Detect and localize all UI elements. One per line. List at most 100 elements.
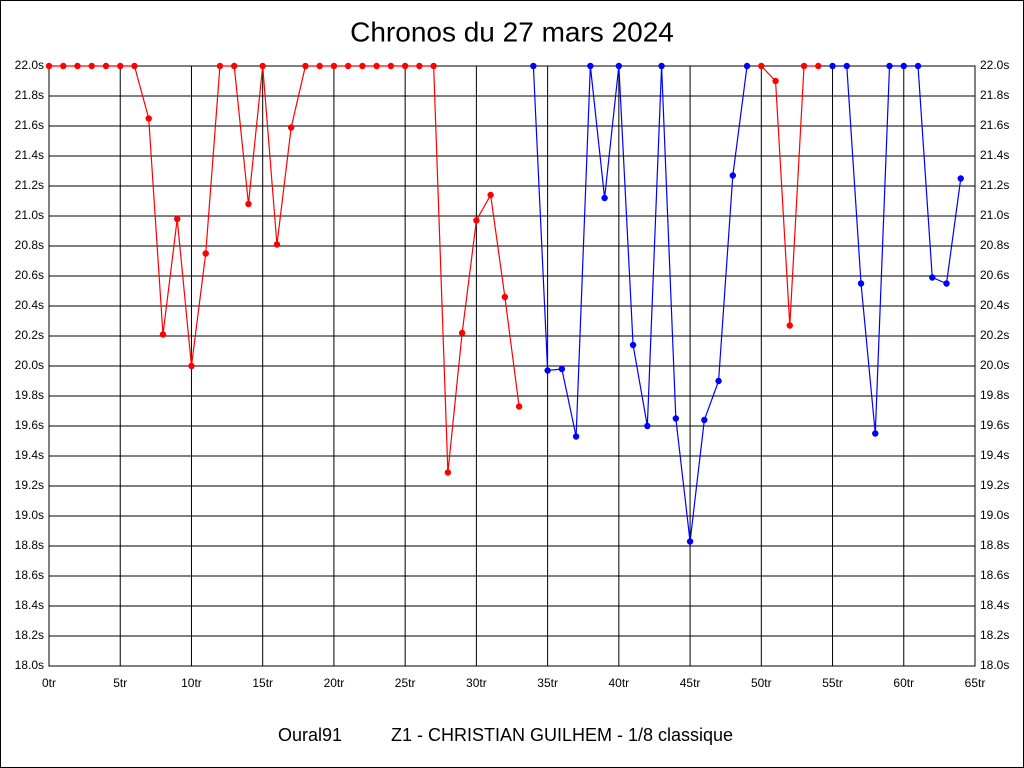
data-point [202, 250, 209, 257]
data-point [359, 62, 366, 70]
data-point [957, 175, 964, 182]
data-point [287, 124, 295, 131]
y-tick-label: 18.2s [15, 628, 44, 642]
y-tick-label: 20.4s [15, 298, 44, 312]
data-point [74, 62, 81, 70]
data-point [444, 469, 452, 476]
x-tick-label: 65tr [965, 676, 986, 690]
y-tick-label-right: 19.4s [980, 448, 1009, 462]
data-point [729, 172, 737, 179]
y-tick-label-right: 18.6s [980, 568, 1009, 582]
y-tick-label-right: 21.0s [980, 208, 1009, 222]
data-point [530, 62, 537, 70]
y-tick-label: 20.6s [15, 268, 44, 282]
data-point [102, 62, 110, 70]
data-point [615, 62, 623, 70]
x-tick-label: 50tr [751, 676, 772, 690]
data-point [188, 362, 195, 370]
data-point [373, 62, 380, 70]
data-point [886, 62, 893, 70]
x-tick-label: 10tr [181, 676, 202, 690]
x-tick-label: 35tr [537, 676, 558, 690]
y-tick-label: 18.6s [15, 568, 44, 582]
y-tick-label: 21.4s [15, 148, 44, 162]
footer-club: Oural91 [278, 725, 342, 745]
y-tick-label-right: 20.8s [980, 238, 1009, 252]
data-point [501, 293, 509, 301]
data-point [131, 62, 138, 70]
data-point [387, 62, 395, 70]
y-tick-label-right: 19.8s [980, 388, 1009, 402]
data-point [815, 62, 822, 70]
x-tick-label: 25tr [395, 676, 416, 690]
data-point [601, 194, 608, 202]
data-point [487, 191, 494, 199]
chart-title: Chronos du 27 mars 2024 [350, 16, 674, 47]
data-point [772, 77, 779, 85]
data-point [416, 62, 423, 70]
data-point [587, 62, 594, 70]
data-point [929, 274, 936, 281]
x-tick-label: 0tr [42, 676, 56, 690]
y-tick-label: 18.0s [15, 658, 44, 672]
data-point [302, 62, 309, 70]
x-tick-label: 45tr [680, 676, 701, 690]
y-tick-label: 18.8s [15, 538, 44, 552]
data-point [900, 62, 907, 70]
x-tick-label: 30tr [466, 676, 487, 690]
data-point [658, 62, 665, 70]
data-point [344, 62, 352, 70]
y-tick-label-right: 19.0s [980, 508, 1009, 522]
y-tick-label: 20.0s [15, 358, 44, 372]
data-point [800, 62, 808, 70]
y-tick-label-right: 21.8s [980, 88, 1009, 102]
x-tick-label: 15tr [252, 676, 273, 690]
data-point [672, 415, 680, 422]
y-tick-label: 21.2s [15, 178, 44, 192]
data-point [857, 280, 865, 287]
data-point [544, 367, 551, 374]
y-tick-label-right: 18.4s [980, 598, 1009, 612]
data-point [644, 422, 651, 430]
y-tick-label: 18.4s [15, 598, 44, 612]
data-point [786, 322, 793, 329]
data-point [88, 62, 95, 70]
data-point [686, 538, 694, 545]
y-tick-label-right: 21.4s [980, 148, 1009, 162]
data-point [273, 241, 281, 248]
y-tick-label: 21.6s [15, 118, 44, 132]
y-tick-label-right: 18.8s [980, 538, 1009, 552]
x-tick-label: 5tr [113, 676, 127, 690]
y-tick-label-right: 20.4s [980, 298, 1009, 312]
y-tick-label: 21.0s [15, 208, 44, 222]
y-tick-label: 19.0s [15, 508, 44, 522]
y-tick-label: 22.0s [15, 58, 44, 72]
data-point [758, 62, 765, 70]
data-point [216, 62, 224, 70]
data-point [558, 365, 566, 373]
plot-frame [48, 65, 976, 667]
y-tick-label-right: 20.2s [980, 328, 1009, 342]
y-tick-label-right: 18.0s [980, 658, 1009, 672]
y-tick-label-right: 18.2s [980, 628, 1009, 642]
series-line [532, 65, 962, 542]
data-point [159, 331, 167, 338]
data-point [701, 416, 708, 424]
data-point [145, 115, 152, 122]
data-point [259, 62, 266, 70]
y-tick-label: 19.2s [15, 478, 44, 492]
data-point [330, 62, 338, 70]
data-point [401, 62, 409, 70]
y-tick-label-right: 20.6s [980, 268, 1009, 282]
data-point [174, 215, 181, 223]
data-point [629, 341, 637, 349]
y-tick-label: 19.6s [15, 418, 44, 432]
data-point [914, 62, 922, 70]
y-tick-label: 19.4s [15, 448, 44, 462]
y-tick-label-right: 19.6s [980, 418, 1009, 432]
data-point [743, 62, 751, 70]
y-tick-label-right: 21.2s [980, 178, 1009, 192]
y-tick-label: 20.2s [15, 328, 44, 342]
